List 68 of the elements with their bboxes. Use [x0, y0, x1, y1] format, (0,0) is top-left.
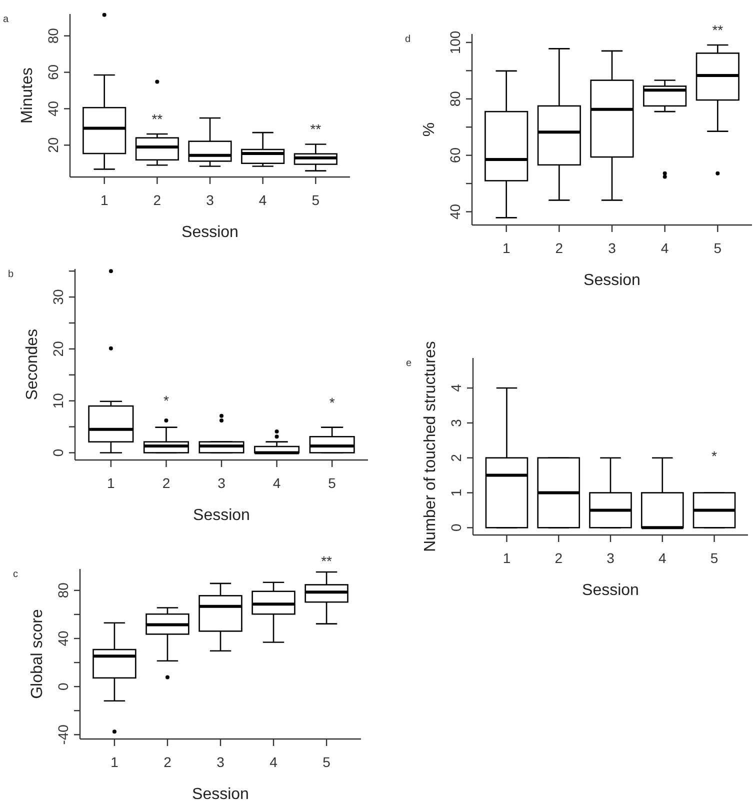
- y-tick-label: 4: [448, 384, 464, 392]
- x-axis-title: Session: [193, 507, 250, 524]
- x-tick-label: 1: [110, 754, 119, 770]
- x-tick-label: 4: [258, 192, 267, 208]
- x-tick-label: 3: [218, 475, 226, 491]
- y-tick-label: 1: [448, 488, 464, 497]
- chart-title: e: [406, 358, 412, 369]
- y-tick-label: 30: [50, 289, 66, 305]
- x-tick-label: 5: [710, 550, 718, 566]
- y-tick-label: 40: [447, 204, 463, 220]
- y-axis-title: %: [421, 122, 438, 137]
- x-tick-label: 1: [107, 475, 116, 491]
- x-tick-label: 5: [714, 240, 722, 256]
- x-tick-label: 4: [660, 240, 669, 256]
- x-tick-label: 3: [206, 192, 214, 208]
- y-tick-label: 40: [45, 100, 61, 116]
- x-tick-label: 5: [312, 192, 320, 208]
- y-axis-title: Global score: [29, 608, 46, 699]
- annotation: *: [163, 392, 170, 408]
- x-tick-label: 2: [554, 550, 563, 566]
- y-tick-label: 20: [45, 137, 61, 153]
- y-tick-label: 80: [447, 90, 463, 107]
- y-tick-label: 3: [448, 418, 464, 427]
- y-tick-label: 0: [50, 448, 66, 457]
- annotation: *: [329, 394, 336, 410]
- x-tick-label: 5: [328, 475, 336, 491]
- x-axis-title: Session: [582, 582, 639, 599]
- annotation: **: [152, 111, 164, 128]
- y-tick-label: 10: [50, 392, 66, 409]
- x-tick-label: 5: [322, 754, 331, 770]
- y-tick-label: 2: [448, 454, 464, 462]
- x-axis-title: Session: [182, 224, 238, 241]
- annotation: **: [310, 121, 322, 138]
- y-tick-label: 40: [55, 630, 71, 646]
- x-tick-label: 4: [658, 550, 666, 566]
- y-tick-label: 20: [50, 340, 66, 357]
- x-tick-label: 2: [164, 754, 172, 770]
- y-axis-title: Number of touched structures: [422, 341, 439, 552]
- x-tick-label: 1: [502, 550, 511, 566]
- y-tick-label: 100: [447, 30, 463, 54]
- x-tick-label: 3: [608, 240, 616, 256]
- y-axis-title: Secondes: [24, 328, 41, 400]
- y-tick-label: -40: [55, 724, 71, 745]
- annotation: **: [712, 22, 724, 38]
- chart-title: c: [13, 569, 18, 580]
- y-tick-label: 60: [447, 147, 463, 164]
- y-tick-label: 80: [45, 28, 61, 44]
- x-tick-label: 4: [272, 475, 281, 491]
- chart-title: a: [3, 14, 9, 25]
- y-axis-title: Minutes: [19, 67, 36, 124]
- x-axis-title: Session: [584, 272, 640, 289]
- x-axis-title: Session: [192, 786, 249, 803]
- x-tick-label: 1: [502, 240, 510, 256]
- y-tick-label: 60: [45, 64, 61, 80]
- x-tick-label: 3: [606, 550, 615, 566]
- y-tick-label: 80: [55, 582, 71, 598]
- x-tick-label: 2: [555, 240, 564, 256]
- x-tick-label: 2: [153, 192, 162, 208]
- x-tick-label: 4: [270, 754, 278, 770]
- annotation: *: [712, 448, 718, 464]
- y-tick-label: 0: [448, 524, 464, 532]
- chart-title: d: [405, 34, 411, 45]
- chart-title: b: [8, 269, 14, 280]
- x-tick-label: 1: [100, 192, 108, 208]
- x-tick-label: 3: [216, 754, 225, 770]
- y-tick-label: 0: [55, 682, 71, 690]
- annotation: **: [321, 553, 333, 570]
- x-tick-label: 2: [162, 475, 170, 491]
